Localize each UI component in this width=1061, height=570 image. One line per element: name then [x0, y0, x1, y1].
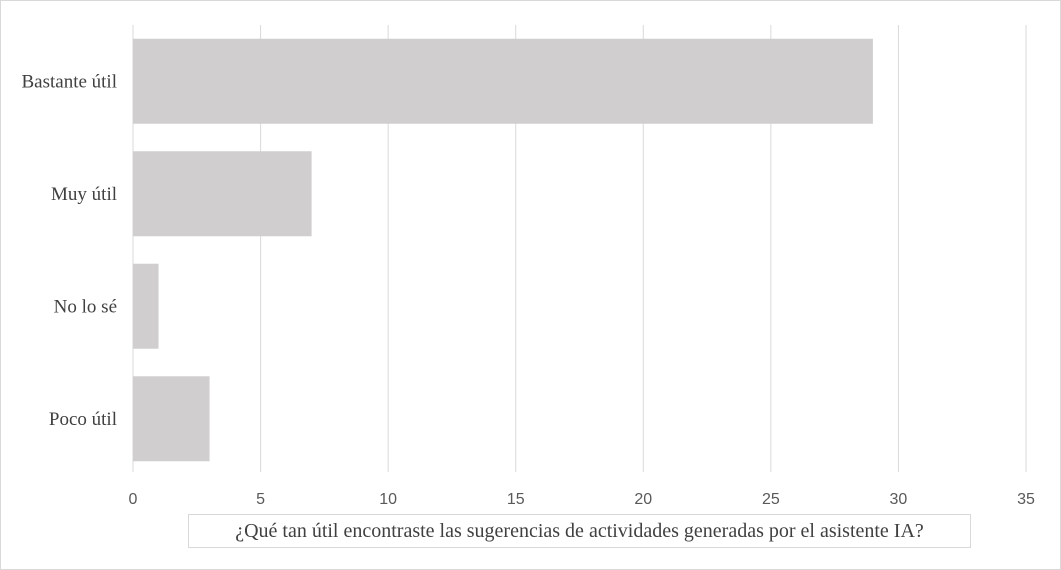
category-labels: Bastante útil Muy útil No lo sé Poco útil [21, 71, 117, 430]
category-label-0: Bastante útil [21, 71, 117, 92]
category-label-3: Poco útil [49, 409, 117, 430]
x-tick-label-25: 25 [762, 491, 780, 508]
bar-1 [133, 151, 312, 237]
x-tick-label-30: 30 [890, 491, 908, 508]
x-tick-label-15: 15 [507, 491, 525, 508]
bar-0 [133, 38, 873, 124]
x-tick-label-10: 10 [379, 491, 397, 508]
x-tick-label-0: 0 [129, 491, 138, 508]
x-tick-label-5: 5 [256, 491, 265, 508]
bars [133, 38, 873, 462]
x-tick-labels: 0 5 10 15 20 25 30 35 [129, 491, 1035, 508]
x-tick-label-35: 35 [1017, 491, 1035, 508]
bar-3 [133, 376, 210, 462]
x-axis-title: ¿Qué tan útil encontraste las sugerencia… [188, 514, 971, 548]
bar-2 [133, 263, 159, 349]
x-tick-label-20: 20 [634, 491, 652, 508]
category-label-1: Muy útil [51, 184, 117, 205]
category-label-2: No lo sé [54, 296, 117, 317]
